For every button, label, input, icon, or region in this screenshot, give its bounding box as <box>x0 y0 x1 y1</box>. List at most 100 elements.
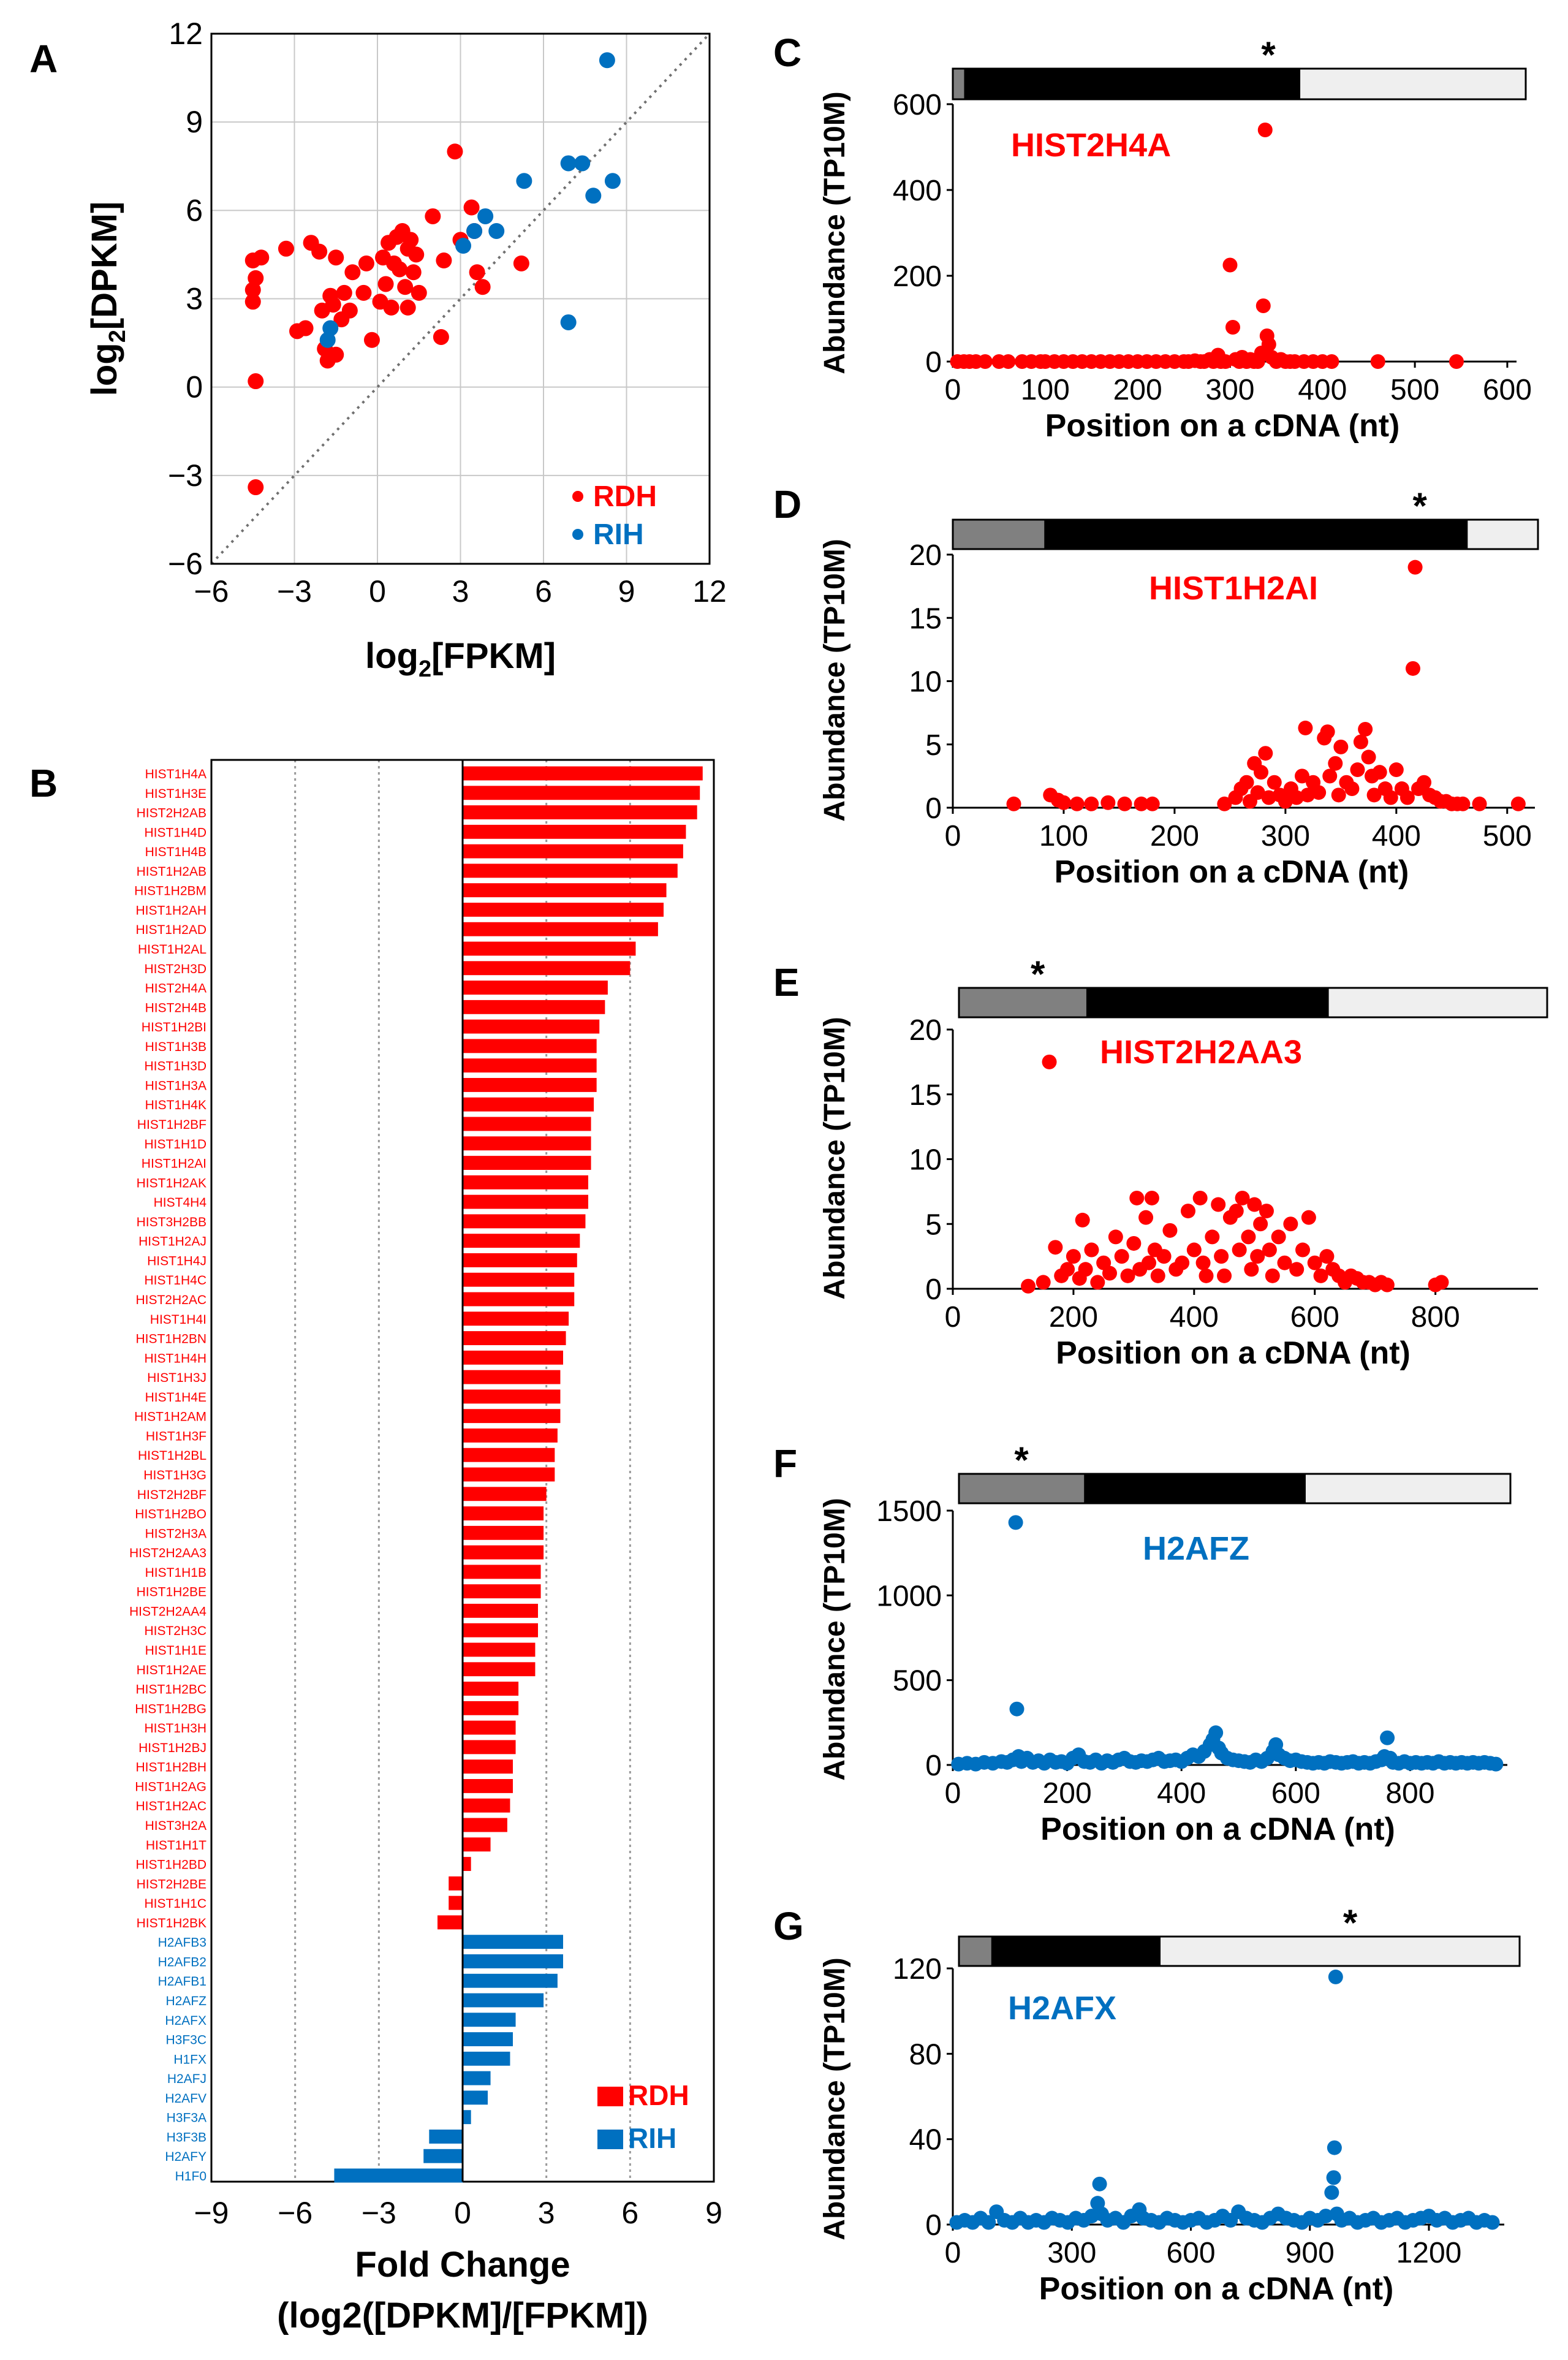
category-label: HIST1H4D <box>144 825 206 840</box>
data-point <box>1092 2176 1107 2191</box>
y-axis-title: log2[DPKM] <box>85 202 131 396</box>
data-point <box>1449 354 1464 369</box>
data-point <box>1009 1701 1025 1717</box>
data-point <box>1407 560 1423 575</box>
data-point <box>1318 2209 1333 2224</box>
bar-hist3h2a <box>463 1818 507 1832</box>
category-label: H2AFX <box>165 2014 206 2028</box>
category-label: HIST2H4B <box>145 1001 206 1015</box>
point-rdh <box>392 261 408 278</box>
data-point <box>1102 1265 1117 1281</box>
data-point <box>977 354 993 369</box>
point-rdh <box>355 284 372 301</box>
data-point <box>1239 775 1254 790</box>
panel-letter-g: G <box>773 1904 804 1948</box>
point-rdh <box>408 246 425 263</box>
bar-h3f3c <box>463 2032 513 2046</box>
x-tick-label: 12 <box>692 574 727 609</box>
bar-hist1h3a <box>463 1078 597 1092</box>
x-tick-label: 0 <box>945 1301 961 1334</box>
data-point <box>1361 749 1376 765</box>
bar-hist1h3f <box>463 1429 558 1443</box>
point-rdh <box>253 249 270 266</box>
category-label: HIST1H2BF <box>137 1118 206 1132</box>
data-point <box>1324 2185 1339 2200</box>
category-label: HIST1H1E <box>145 1644 206 1658</box>
y-tick-label: 15 <box>909 1079 942 1112</box>
x-tick-label: 6 <box>621 2196 638 2230</box>
x-tick-label: 0 <box>945 1777 961 1810</box>
data-point <box>1300 787 1316 803</box>
bar-hist1h4e <box>463 1389 561 1404</box>
category-label: HIST1H4A <box>145 767 206 781</box>
category-label: HIST2H2AB <box>137 806 206 821</box>
data-point <box>1141 1255 1156 1270</box>
category-label: HIST1H3E <box>145 787 206 801</box>
data-point <box>1488 1756 1504 1772</box>
category-label: HIST1H2AI <box>142 1157 206 1171</box>
data-point <box>1205 1229 1220 1245</box>
data-point <box>1214 1249 1229 1264</box>
data-point <box>1455 796 1471 811</box>
legend-label-rih: RIH <box>593 518 644 551</box>
category-label: HIST1H2BO <box>135 1508 206 1522</box>
x-tick-label: 0 <box>454 2196 471 2230</box>
data-point <box>1353 734 1368 749</box>
point-rih <box>516 173 532 189</box>
category-label: H3F3C <box>165 2033 206 2047</box>
bar-hist1h2bf <box>463 1117 591 1131</box>
point-rih <box>574 155 591 172</box>
bar-hist1h2aj <box>463 1234 580 1248</box>
point-rdh <box>358 255 374 271</box>
point-rdh <box>397 279 414 295</box>
data-point <box>1006 796 1021 811</box>
bar-hist1h2ai <box>463 1156 591 1170</box>
bar-hist1h2bo <box>463 1506 544 1520</box>
bar-hist1h2al <box>463 941 636 956</box>
category-label: HIST1H3F <box>146 1429 206 1443</box>
panel-letter-c: C <box>773 31 801 75</box>
category-label: HIST1H1B <box>145 1566 206 1580</box>
category-label: HIST1H2AL <box>138 943 206 957</box>
data-point <box>1261 337 1276 352</box>
data-point <box>1075 1212 1090 1227</box>
gene-name-label: HIST2H4A <box>1011 127 1171 164</box>
data-point <box>1295 1242 1311 1258</box>
x-tick-label: 200 <box>1043 1777 1092 1810</box>
category-label: HIST1H2BE <box>137 1585 206 1599</box>
data-point <box>1372 765 1387 780</box>
point-rih <box>599 52 615 69</box>
data-point <box>1048 1240 1063 1255</box>
point-rdh <box>377 276 394 292</box>
data-point <box>1144 1190 1159 1205</box>
transcript-structure: * <box>952 485 1539 550</box>
point-rdh <box>411 284 427 301</box>
panel-letter-e: E <box>773 960 800 1004</box>
point-rih <box>560 155 577 172</box>
transcript-outline <box>952 67 1527 101</box>
data-point <box>1084 796 1099 811</box>
bar-hist2h2bf <box>463 1487 547 1501</box>
legend: RDH RIH <box>572 480 657 551</box>
data-point <box>1289 1262 1305 1277</box>
data-point <box>1388 762 1404 778</box>
bar-hist1h1d <box>463 1136 591 1151</box>
data-point <box>1485 2215 1500 2230</box>
x-tick-label: 3 <box>538 2196 555 2230</box>
panel-letter-f: F <box>773 1441 797 1485</box>
peak-star-marker: * <box>1413 485 1428 526</box>
category-label: HIST1H2BK <box>137 1916 206 1930</box>
point-rdh <box>433 328 449 345</box>
x-tick-label: 9 <box>618 574 635 609</box>
category-label: HIST2H2AC <box>135 1293 206 1307</box>
data-point <box>1259 1204 1274 1219</box>
category-label: HIST1H3D <box>144 1060 206 1074</box>
y-tick-label: 15 <box>909 602 942 635</box>
data-point <box>1129 1190 1145 1205</box>
x-tick-label: 9 <box>705 2196 722 2230</box>
category-label: HIST1H2AH <box>135 903 206 917</box>
bar-hist1h4i <box>463 1311 569 1326</box>
bar-hist1h3e <box>463 786 700 800</box>
panel-a-scatter: −6 −3 0 3 6 9 12 −6 −3 0 3 6 9 12 log2[FPKM] log2[DPKM]… <box>85 17 727 682</box>
